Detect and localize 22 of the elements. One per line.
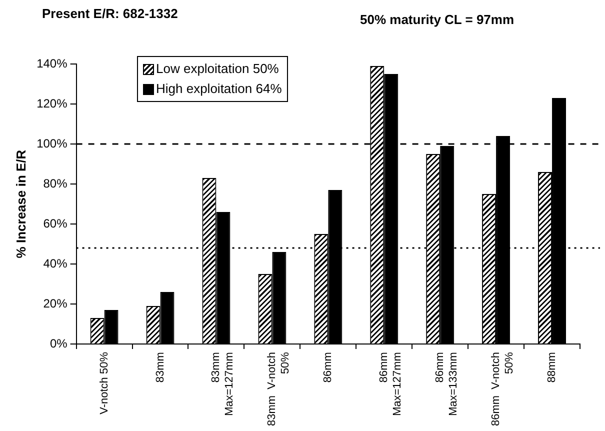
- y-tick-label: 120%: [36, 96, 68, 110]
- y-tick-label: 20%: [43, 296, 68, 310]
- legend-label: High exploitation 64%: [156, 80, 282, 98]
- legend-label: Low exploitation 50%: [156, 60, 279, 78]
- x-tick-label: 86mm Max=127mm: [378, 352, 404, 416]
- y-tick-label: 80%: [43, 176, 68, 190]
- y-axis-title: % Increase in E/R: [13, 149, 28, 258]
- x-tick-label: 83mm: [154, 352, 166, 383]
- x-tick-label: 86mm: [322, 352, 334, 383]
- y-tick-label: 40%: [43, 256, 68, 270]
- x-tick-label: 86mm V-notch 50%: [490, 352, 516, 426]
- y-tick-label: 100%: [36, 136, 68, 150]
- x-tick-label: 83mm Max=127mm: [210, 352, 236, 416]
- chart-title: Present E/R: 682-1332: [42, 6, 178, 21]
- y-tick-label: 0%: [50, 336, 68, 350]
- x-tick-label: 83mm V-notch 50%: [266, 352, 292, 426]
- y-tick-label: 140%: [36, 56, 68, 70]
- y-tick-label: 60%: [43, 216, 68, 230]
- x-tick-label: 88mm: [546, 352, 558, 383]
- x-tick-label: V-notch 50%: [98, 352, 110, 414]
- x-tick-label: 86mm Max=133mm: [434, 352, 460, 416]
- chart-subtitle: 50% maturity CL = 97mm: [360, 12, 514, 27]
